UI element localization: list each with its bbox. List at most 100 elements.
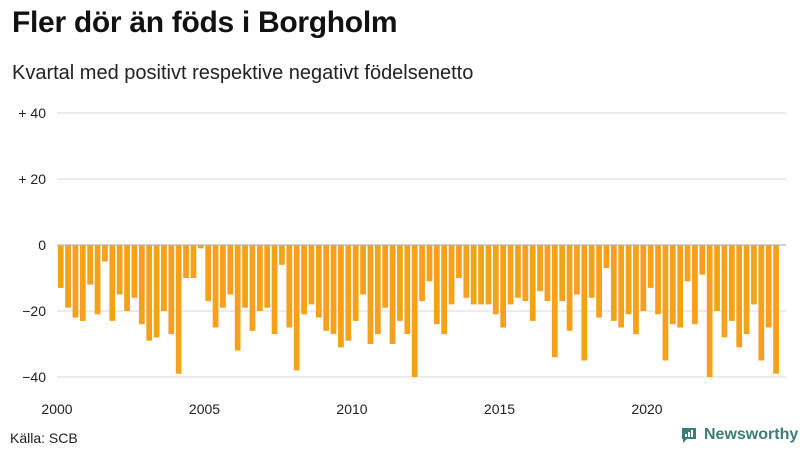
bar [728,245,735,321]
bar [146,245,153,341]
brand-logo: Newsworthy [680,426,798,444]
x-axis-ticks: 2000 2005 2010 2015 2020 [41,401,662,417]
bar [242,245,248,308]
bar [124,245,130,311]
bar [714,245,720,311]
bar [463,245,470,298]
bar [116,245,123,295]
bar [138,245,145,325]
bar [411,245,418,377]
bar [352,245,359,321]
bar [677,245,684,328]
bar [212,245,219,328]
bar [537,245,543,292]
bar [57,245,64,288]
bar [131,245,138,298]
y-axis-ticks: + 40 + 20 0 −20 −40 [18,105,46,385]
bar [374,245,381,335]
bar [205,245,212,302]
bar [175,245,182,374]
bar [94,245,101,315]
bar [633,245,639,335]
bar [684,245,691,282]
bar [220,245,226,308]
bar [161,245,167,311]
bar [168,245,175,335]
bar [758,245,765,361]
y-tick-label: + 20 [18,171,46,187]
bar [559,245,566,302]
bar [323,245,330,331]
bar [264,245,271,308]
bar [345,245,352,341]
bar [743,245,750,335]
bar [515,245,521,298]
bar [596,245,602,318]
bar-chart: + 40 + 20 0 −20 −40 2000 2005 2010 2015 2020 [18,105,786,417]
bar [478,245,484,305]
bar [433,245,440,325]
bar [315,245,322,318]
bar [640,245,647,311]
bar [279,245,285,265]
bar [79,245,86,321]
bar [271,245,278,335]
bar [404,245,411,335]
bar [625,245,632,315]
bar [441,245,448,335]
y-tick-label: −40 [22,369,46,385]
bar [500,245,507,328]
bars [57,245,779,377]
bar [308,245,315,305]
bar [736,245,743,348]
bar [492,245,499,315]
bar [389,245,396,344]
bar [618,245,625,328]
bar [338,245,344,348]
bar [662,245,669,361]
bar [72,245,79,318]
x-tick-label: 2000 [41,401,72,417]
bar [153,245,160,338]
bar [544,245,551,302]
bar [699,245,706,275]
bar [397,245,403,321]
bar [588,245,595,298]
bar [234,245,241,351]
bar [522,245,529,302]
bar [669,245,676,325]
bar [419,245,425,302]
bar [109,245,116,321]
bar [65,245,71,308]
bar [249,245,256,331]
bar [190,245,197,278]
bar [485,245,492,305]
bar [529,245,536,321]
y-tick-label: −20 [22,303,46,319]
bar [706,245,713,377]
bar [256,245,263,311]
bar [721,245,728,338]
y-tick-label: + 40 [18,105,46,121]
bar [751,245,757,305]
y-tick-label: 0 [38,237,46,253]
bar [286,245,293,328]
bar [367,245,374,344]
bar [655,245,661,315]
bar [610,245,617,321]
x-tick-label: 2020 [631,401,662,417]
bar [87,245,94,285]
bar [448,245,455,305]
bar [197,245,204,249]
chart-title: Fler dör än föds i Borgholm [12,6,398,39]
bar [551,245,558,358]
x-tick-label: 2005 [189,401,220,417]
bar [581,245,588,361]
bar [470,245,477,305]
brand-name: Newsworthy [704,426,799,443]
bar [692,245,698,325]
bar [330,245,337,335]
bar [360,245,366,295]
bar [293,245,300,371]
bar [566,245,573,331]
